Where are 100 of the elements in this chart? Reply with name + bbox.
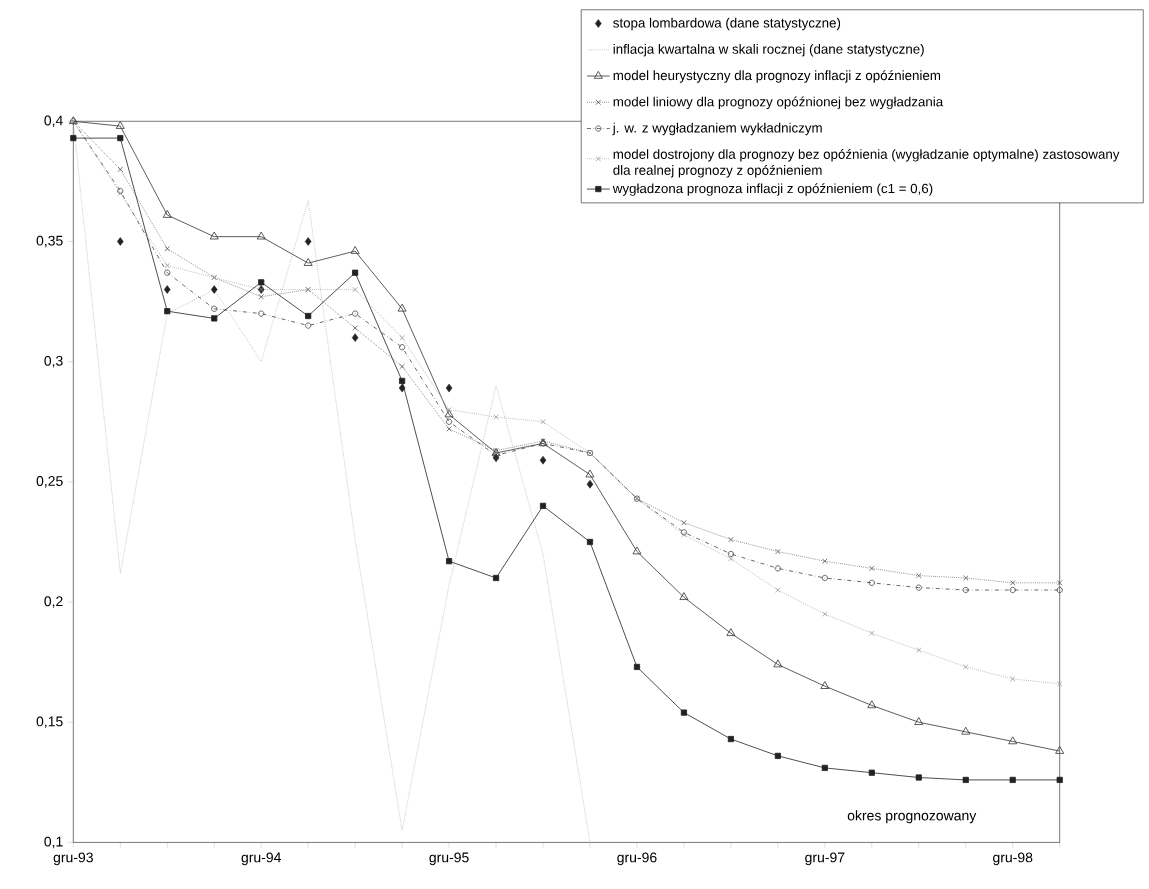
point [258, 279, 265, 286]
point [963, 664, 969, 670]
point [633, 663, 641, 670]
point [164, 262, 171, 269]
point [726, 628, 736, 636]
point [961, 726, 971, 735]
point [446, 406, 452, 413]
point [1056, 776, 1063, 783]
point [962, 586, 969, 594]
point [446, 418, 453, 425]
point [775, 548, 781, 555]
point [822, 558, 828, 564]
point [352, 325, 358, 331]
point [963, 575, 969, 581]
point [211, 315, 218, 322]
point [303, 258, 313, 266]
point [821, 574, 828, 582]
point [352, 310, 359, 317]
point [305, 312, 312, 320]
point [493, 414, 499, 420]
point [1056, 586, 1063, 594]
point [117, 166, 124, 173]
point [728, 555, 734, 562]
point [727, 550, 734, 557]
point [399, 377, 406, 384]
point [632, 546, 642, 555]
point [1056, 580, 1063, 586]
point [258, 293, 264, 300]
point [210, 285, 218, 294]
point [350, 246, 360, 254]
point [868, 579, 875, 586]
point [821, 764, 828, 771]
point [1055, 745, 1065, 754]
point [915, 774, 922, 781]
y-tick-label: 0,4 [44, 115, 63, 128]
point [962, 776, 969, 783]
point [70, 135, 77, 142]
point [681, 519, 687, 526]
point [209, 231, 219, 240]
point [115, 121, 125, 129]
point [117, 135, 124, 142]
y-tick-label: 0,25 [36, 476, 63, 488]
point [916, 572, 922, 579]
point [867, 700, 877, 709]
legend-label: stopa lombardowa (dane statystyczne) [613, 17, 841, 31]
point [397, 303, 407, 312]
point [304, 237, 312, 246]
point [399, 344, 406, 351]
y-tick-label: 0,15 [36, 716, 63, 728]
point [446, 426, 452, 432]
y-tick-label: 0,1 [44, 836, 63, 849]
legend-label: inflacja kwartalna w skali rocznej (dane statystyczne) [613, 43, 924, 57]
point [164, 269, 171, 276]
point [868, 769, 875, 776]
point [305, 322, 312, 329]
point [822, 611, 828, 617]
point [869, 565, 875, 572]
x-tick-label: gru-93 [53, 852, 93, 866]
legend-label: j. w. z wygładzaniem wykładniczym [612, 122, 822, 136]
point [820, 681, 830, 689]
point [399, 363, 405, 370]
point [585, 469, 595, 478]
point [1009, 580, 1016, 586]
point [916, 647, 922, 653]
point [773, 659, 783, 668]
x-tick-label: gru-94 [241, 852, 281, 866]
point [915, 584, 922, 591]
point [1009, 586, 1016, 594]
point [914, 717, 924, 725]
point [352, 269, 359, 276]
point [398, 383, 406, 393]
point [352, 286, 358, 293]
x-tick-label: gru-96 [617, 852, 657, 866]
point [399, 334, 405, 341]
point [1009, 676, 1016, 682]
point [492, 452, 500, 459]
point [774, 752, 781, 759]
point [1008, 736, 1018, 745]
point [540, 418, 546, 425]
y-tick-label: 0,35 [36, 235, 63, 248]
point [586, 479, 594, 489]
point [117, 237, 124, 246]
legend-label: wygładzona prognoza inflacji z opóźnieniem (c1 = 0,6) [612, 183, 933, 196]
point [680, 709, 687, 716]
point [586, 538, 594, 545]
point [728, 536, 734, 543]
point [492, 574, 500, 582]
point [1009, 776, 1016, 783]
point [679, 592, 689, 600]
point [211, 305, 218, 312]
legend-label: model heurystyczny dla prognozy inflacji z opóźnieniem [613, 70, 941, 83]
point [774, 565, 781, 572]
annotation: okres prognozowany [847, 810, 977, 824]
point [258, 310, 265, 317]
point [162, 209, 172, 218]
point [1056, 680, 1063, 687]
point [446, 558, 453, 565]
x-tick-label: gru-98 [993, 852, 1033, 866]
point [164, 245, 171, 252]
legend-label: model liniowy dla prognozy opóźnionej bez wygładzania [613, 96, 944, 110]
